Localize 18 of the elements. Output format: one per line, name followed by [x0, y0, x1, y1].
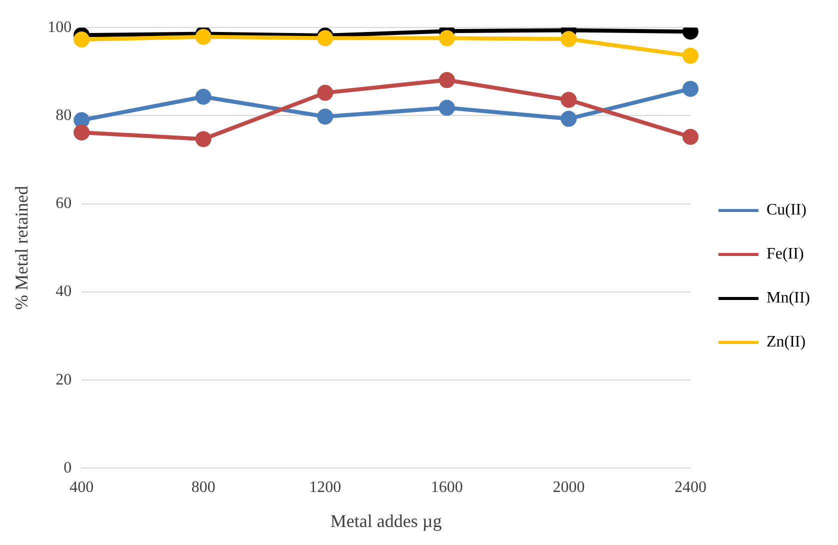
x-tick-label: 2000	[552, 479, 585, 496]
y-tick-label: 80	[56, 106, 72, 124]
legend-label: Mn(II)	[766, 290, 810, 307]
y-tick-label: 100	[48, 18, 72, 36]
x-tick-label: 1200	[309, 479, 342, 496]
y-tick-label: 60	[56, 195, 72, 212]
y-tick-label: 20	[56, 371, 72, 388]
legend-label: Zn(II)	[766, 334, 806, 351]
legend-label: Fe(II)	[766, 246, 804, 263]
x-tick-label: 2400	[674, 479, 706, 496]
y-tick-label: 40	[56, 283, 72, 300]
x-tick-label: 400	[70, 479, 94, 496]
x-axis-title: Metal addes µg	[330, 510, 442, 531]
x-tick-label: 800	[191, 479, 216, 496]
x-tick-label: 1600	[430, 479, 463, 496]
legend-label: Cu(II)	[766, 202, 806, 219]
y-axis-title: % Metal retained	[12, 186, 32, 310]
y-tick-label: 0	[64, 459, 72, 476]
